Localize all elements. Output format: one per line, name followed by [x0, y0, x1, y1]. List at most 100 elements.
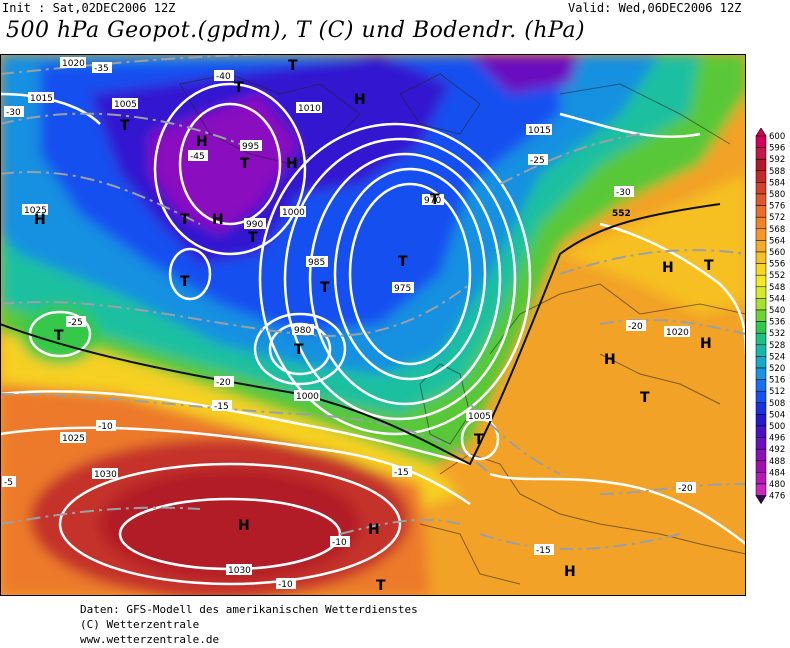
temperature-label: -15 [214, 402, 229, 412]
legend-level-label: 536 [769, 318, 785, 328]
legend-swatch [755, 182, 767, 195]
pressure-label: 985 [308, 258, 325, 268]
temperature-label: -10 [98, 422, 113, 432]
temperature-label: -20 [678, 484, 693, 494]
low-center: T [320, 280, 330, 296]
low-center: T [294, 342, 304, 358]
footer-data-source: Daten: GFS-Modell des amerikanischen Wet… [80, 603, 418, 616]
footer-copyright: (C) Wetterzentrale [80, 618, 200, 631]
temperature-label: -10 [332, 538, 347, 548]
high-center: H [212, 212, 224, 228]
low-center: T [180, 212, 190, 228]
temperature-labels: -35 -40 -45 -30 -25 -20 -15 -10 -5 -25 -… [2, 62, 696, 590]
legend-swatch [755, 135, 767, 148]
low-center: T [240, 156, 250, 172]
low-center: T [120, 118, 130, 134]
pressure-label: 975 [394, 284, 411, 294]
pressure-label: 1020 [62, 59, 85, 69]
legend-swatch [755, 228, 767, 241]
legend-level-label: 484 [769, 468, 785, 478]
legend-level-label: 512 [769, 387, 785, 397]
legend-swatch [755, 170, 767, 183]
legend-level-label: 540 [769, 306, 785, 316]
legend-level-label: 576 [769, 202, 785, 212]
legend-level-label: 532 [769, 329, 785, 339]
legend-level-label: 584 [769, 178, 785, 188]
pressure-label: 1030 [228, 566, 251, 576]
legend-level-label: 524 [769, 352, 785, 362]
legend-level-label: 516 [769, 376, 785, 386]
low-center: T [248, 230, 258, 246]
pressure-label: 1000 [296, 392, 319, 402]
legend-swatch [755, 240, 767, 253]
legend-level-label: 500 [769, 422, 785, 432]
legend-swatch [755, 390, 767, 404]
legend-swatch [755, 321, 767, 334]
legend-level-label: 504 [769, 410, 785, 420]
legend-swatch [755, 216, 767, 230]
high-center: H [368, 522, 380, 538]
low-center: T [640, 390, 650, 406]
legend-level-label: 592 [769, 155, 785, 165]
low-center: T [180, 274, 190, 290]
low-center: T [398, 254, 408, 270]
low-center: T [430, 192, 440, 208]
pressure-label: 1000 [282, 208, 305, 218]
temperature-label: -30 [6, 108, 21, 118]
legend-level-label: 476 [769, 492, 785, 502]
pressure-label: 1025 [62, 434, 85, 444]
temperature-label: -15 [394, 468, 409, 478]
high-center: H [662, 260, 674, 276]
legend-swatch [755, 263, 767, 276]
legend-swatch [755, 402, 767, 415]
temperature-label: -45 [190, 152, 205, 162]
legend-swatch [755, 437, 767, 450]
geopotential-552-line [0, 203, 721, 466]
high-center: H [604, 352, 616, 368]
legend-level-label: 572 [769, 213, 785, 223]
legend-level-label: 508 [769, 399, 785, 409]
weather-map: 552 1020 1015 1005 1000 995 990 985 980 … [0, 54, 746, 596]
high-center: H [564, 564, 576, 580]
legend-level-label: 552 [769, 271, 785, 281]
valid-time: Valid: Wed,06DEC2006 12Z [568, 1, 742, 15]
legend-level-label: 600 [769, 132, 785, 142]
legend-level-label: 544 [769, 294, 785, 304]
pressure-label: 1020 [666, 328, 689, 338]
legend-level-label: 492 [769, 445, 785, 455]
pressure-label: 990 [246, 220, 263, 230]
legend-swatch [755, 448, 767, 462]
geopotential-label: 552 [612, 209, 631, 219]
temperature-label: -30 [616, 188, 631, 198]
pressure-label: 1010 [298, 104, 321, 114]
temperature-label: -25 [530, 156, 545, 166]
legend-level-label: 496 [769, 434, 785, 444]
legend-level-label: 528 [769, 341, 785, 351]
high-center: H [286, 156, 298, 172]
pressure-label: 1005 [468, 412, 491, 422]
high-center: H [238, 518, 250, 534]
low-center: T [54, 328, 64, 344]
legend-swatch [755, 425, 767, 438]
low-center: T [234, 80, 244, 96]
pressure-label: 1015 [30, 94, 53, 104]
pressure-labels: 1020 1015 1005 1000 995 990 985 980 975 … [22, 57, 690, 576]
low-center: T [376, 578, 386, 594]
low-center: T [704, 258, 714, 274]
legend-swatch [755, 193, 767, 206]
legend-level-label: 560 [769, 248, 785, 258]
temperature-label: -15 [536, 546, 551, 556]
temperature-label: -20 [216, 378, 231, 388]
legend-swatch [755, 298, 767, 311]
high-center: H [354, 92, 366, 108]
legend-swatch [755, 309, 767, 322]
legend-swatch [755, 367, 767, 380]
legend-swatch [755, 414, 767, 427]
legend-swatch [755, 251, 767, 264]
legend-level-label: 596 [769, 144, 785, 154]
legend-arrow-top [755, 128, 767, 137]
pressure-label: 1015 [528, 126, 551, 136]
pressure-label: 995 [242, 142, 259, 152]
legend-swatch [755, 379, 767, 392]
